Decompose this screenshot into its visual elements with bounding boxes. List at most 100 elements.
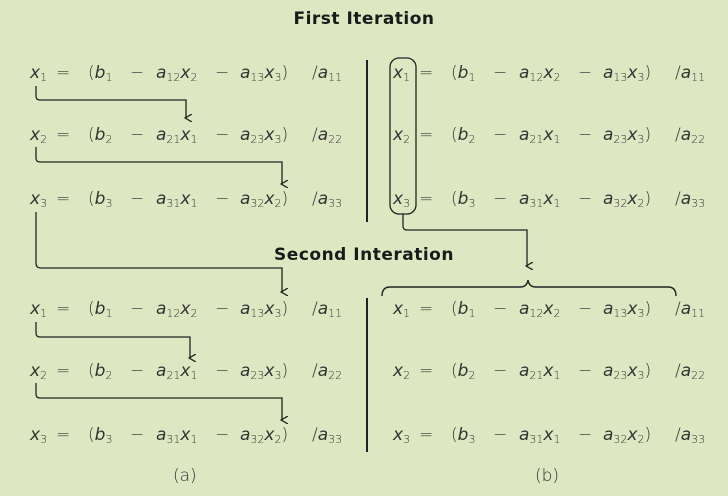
slash: / — [675, 361, 681, 381]
var-subscript: 3 — [274, 71, 282, 84]
x-symbol: x — [627, 425, 638, 445]
a-symbol: a — [680, 425, 692, 445]
b-symbol: b — [457, 361, 469, 381]
b-symbol: b — [94, 63, 106, 83]
lhs-subscript: 2 — [403, 369, 411, 382]
slash: / — [312, 299, 318, 319]
close-paren: ) — [281, 189, 289, 209]
den-subscript: 22 — [691, 133, 706, 146]
lhs-symbol: x — [30, 361, 41, 381]
b-term: (b3 — [88, 186, 112, 212]
x-symbol: x — [264, 361, 275, 381]
minus-sign: − — [130, 63, 145, 83]
var-subscript: 3 — [637, 307, 645, 320]
first-term: a21x1 — [156, 358, 197, 384]
close-paren: ) — [281, 361, 289, 381]
equation-row: x2 = (b2− a21x1− a23x3)/a22 — [393, 122, 713, 148]
x-symbol: x — [180, 189, 191, 209]
lhs-symbol: x — [30, 189, 41, 209]
first-term: a31x1 — [156, 422, 197, 448]
slash: / — [675, 299, 681, 319]
coef-subscript: 13 — [250, 307, 265, 320]
coef-subscript: 12 — [166, 307, 181, 320]
den-subscript: 22 — [328, 133, 343, 146]
open-paren: ( — [88, 63, 95, 83]
equals-sign: = — [56, 425, 71, 445]
second-term: a32x2) — [603, 186, 651, 212]
equation-row: x3 = (b3− a31x1− a32x2)/a33 — [393, 186, 713, 212]
open-paren: ( — [451, 63, 458, 83]
slash: / — [312, 425, 318, 445]
lhs-symbol: x — [393, 361, 404, 381]
first-term: a12x2 — [156, 60, 197, 86]
close-paren: ) — [644, 361, 652, 381]
den-subscript: 33 — [328, 197, 343, 210]
var-subscript: 3 — [637, 71, 645, 84]
lhs-symbol: x — [30, 63, 41, 83]
minus-sign: − — [578, 425, 593, 445]
lhs-variable: x2 — [393, 122, 410, 148]
lhs-symbol: x — [393, 425, 404, 445]
minus-sign: − — [578, 361, 593, 381]
coef-subscript: 21 — [166, 369, 181, 382]
lhs-symbol: x — [30, 425, 41, 445]
a-symbol: a — [519, 63, 530, 83]
var-subscript: 1 — [190, 133, 198, 146]
x-symbol: x — [543, 425, 554, 445]
minus-sign: − — [215, 361, 230, 381]
a-symbol: a — [603, 63, 614, 83]
var-subscript: 2 — [553, 71, 561, 84]
var-subscript: 1 — [190, 433, 198, 446]
lhs-symbol: x — [393, 189, 404, 209]
b-subscript: 1 — [468, 71, 476, 84]
coef-subscript: 21 — [529, 369, 544, 382]
open-paren: ( — [88, 361, 95, 381]
minus-sign: − — [493, 425, 508, 445]
lhs-variable: x3 — [393, 186, 410, 212]
den-subscript: 22 — [328, 369, 343, 382]
a-symbol: a — [519, 125, 530, 145]
b-symbol: b — [457, 189, 469, 209]
equation-row: x2 = (b2− a21x1− a23x3)/a22 — [30, 122, 350, 148]
close-paren: ) — [644, 63, 652, 83]
x-symbol: x — [264, 425, 275, 445]
b-symbol: b — [457, 425, 469, 445]
coef-subscript: 21 — [166, 133, 181, 146]
equation-row: x3 = (b3− a31x1− a32x2)/a33 — [393, 422, 713, 448]
var-subscript: 1 — [190, 369, 198, 382]
a-symbol: a — [603, 425, 614, 445]
var-subscript: 1 — [190, 197, 198, 210]
lhs-variable: x3 — [30, 422, 47, 448]
a-symbol: a — [240, 125, 251, 145]
first-term: a21x1 — [156, 122, 197, 148]
first-term: a12x2 — [156, 296, 197, 322]
equals-sign: = — [419, 63, 434, 83]
b-term: (b1 — [88, 296, 112, 322]
coef-subscript: 23 — [250, 369, 265, 382]
b-subscript: 3 — [105, 433, 113, 446]
minus-sign: − — [578, 125, 593, 145]
var-subscript: 2 — [637, 433, 645, 446]
den-subscript: 11 — [328, 307, 343, 320]
open-paren: ( — [88, 189, 95, 209]
denominator: /a11 — [312, 296, 342, 322]
minus-sign: − — [578, 63, 593, 83]
x-symbol: x — [180, 299, 191, 319]
lhs-variable: x3 — [30, 186, 47, 212]
a-symbol: a — [680, 361, 692, 381]
slash: / — [675, 425, 681, 445]
slash: / — [675, 125, 681, 145]
a-symbol: a — [519, 299, 530, 319]
minus-sign: − — [215, 299, 230, 319]
close-paren: ) — [644, 189, 652, 209]
x-symbol: x — [627, 125, 638, 145]
minus-sign: − — [493, 63, 508, 83]
close-paren: ) — [281, 63, 289, 83]
coef-subscript: 31 — [166, 433, 181, 446]
minus-sign: − — [215, 189, 230, 209]
b-subscript: 2 — [468, 133, 476, 146]
lhs-variable: x2 — [30, 358, 47, 384]
second-term: a13x3) — [603, 296, 651, 322]
coef-subscript: 23 — [613, 369, 628, 382]
second-term: a23x3) — [603, 358, 651, 384]
